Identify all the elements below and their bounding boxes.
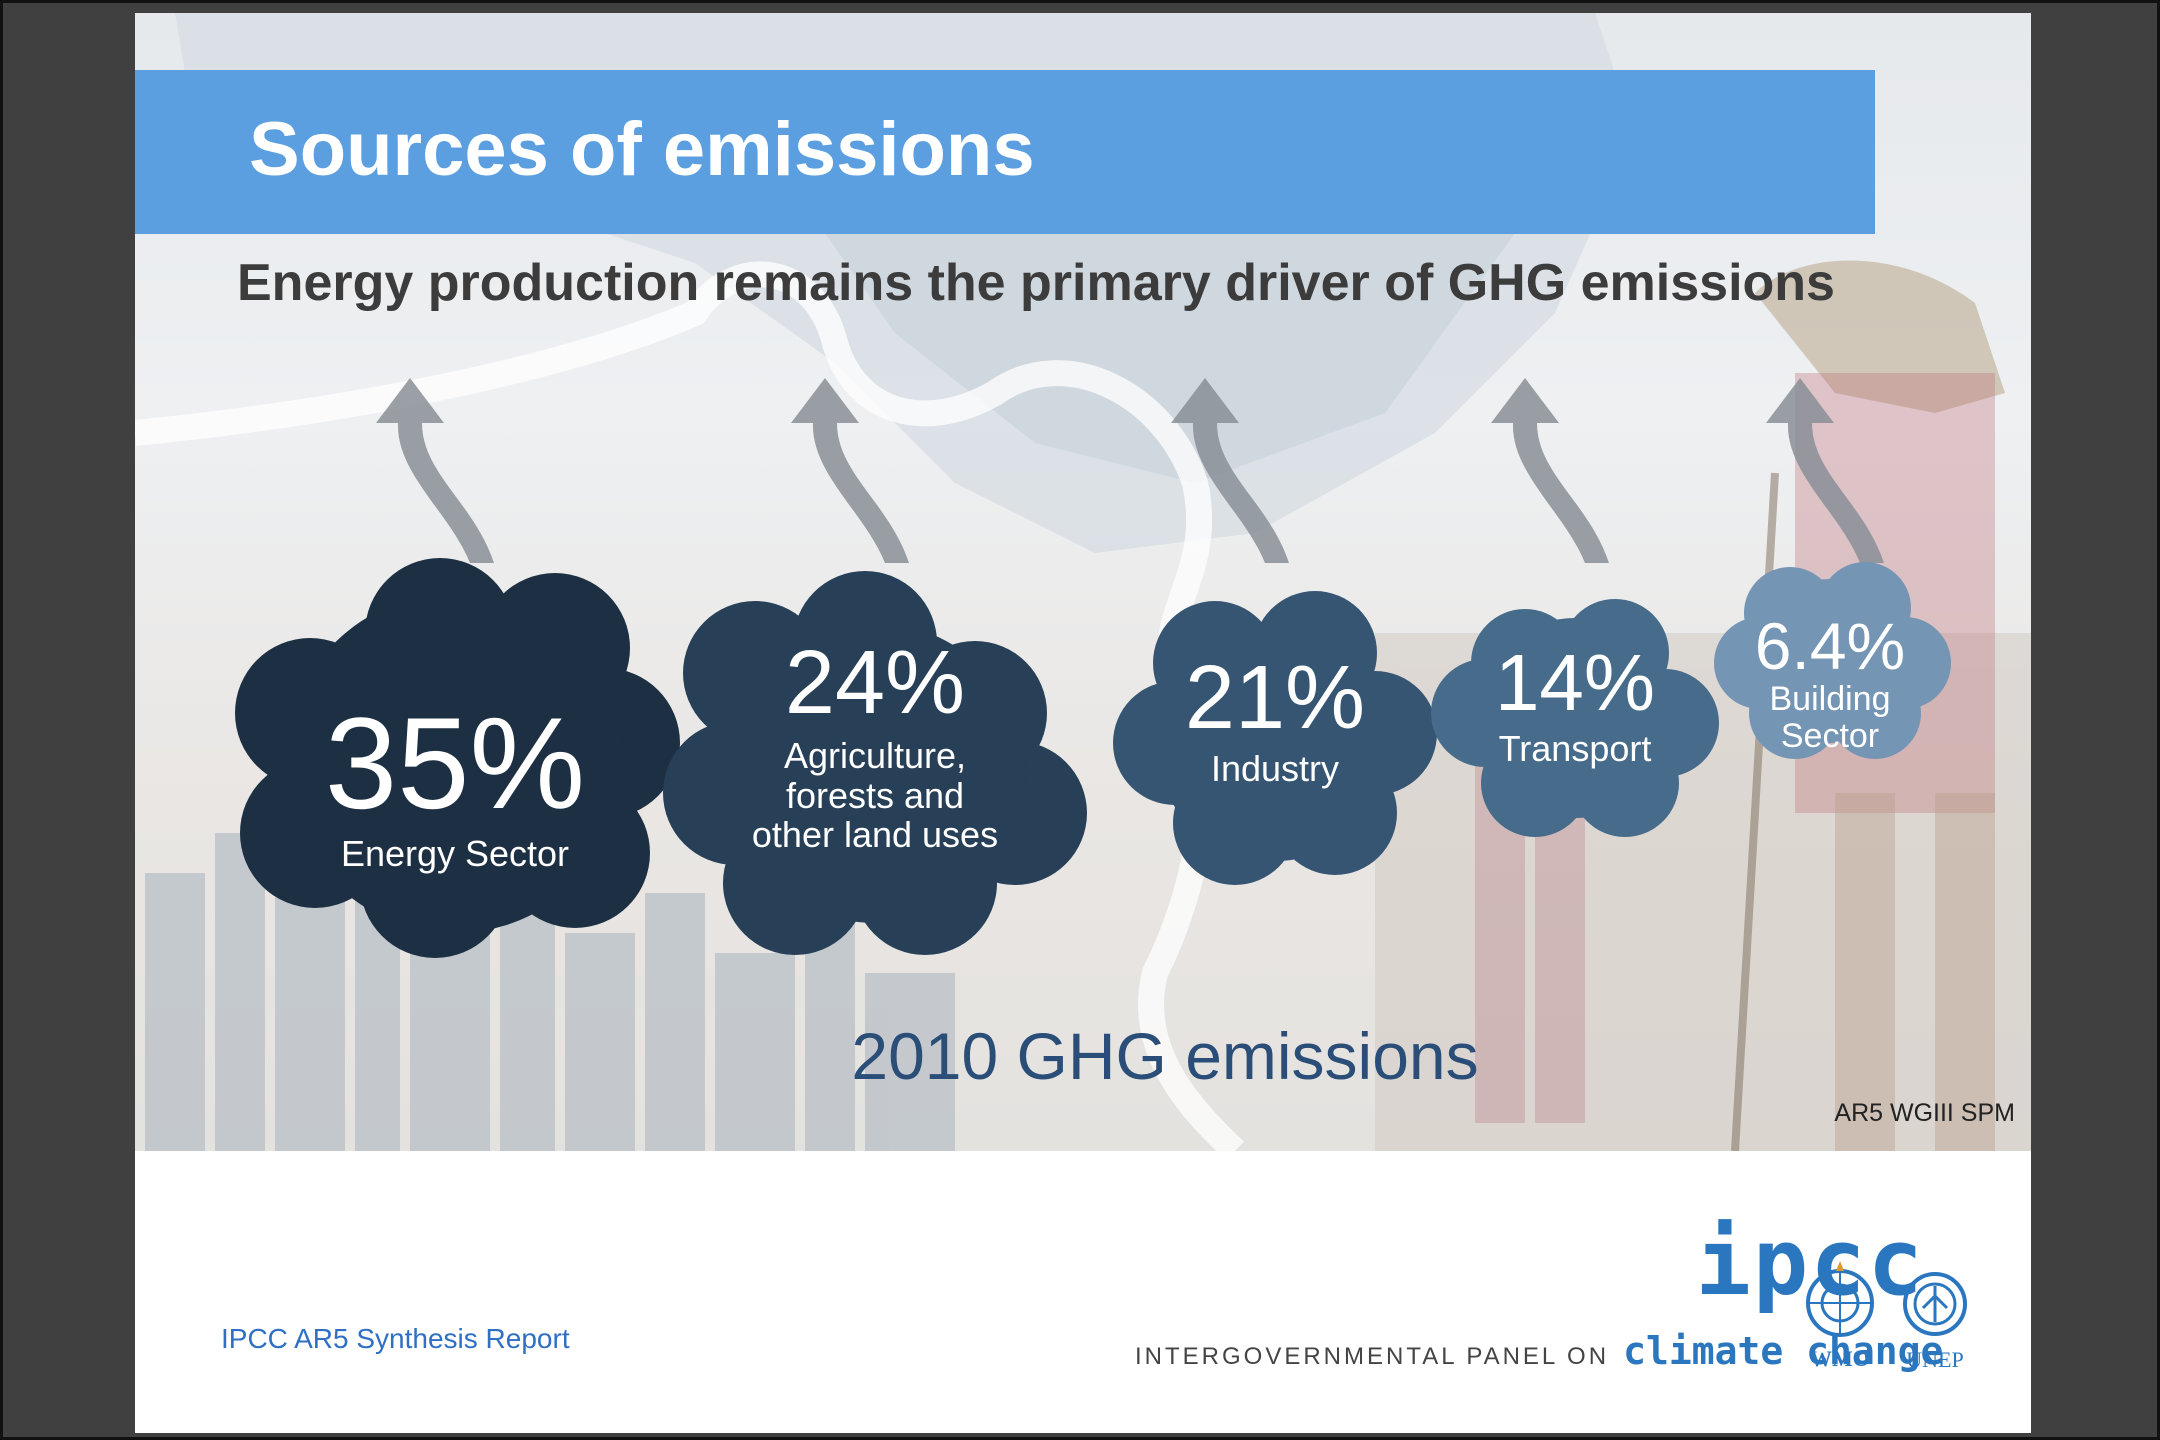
cloud-agriculture [663,571,1087,955]
sector-value: 21% [1184,648,1366,748]
slide-title: Sources of emissions [249,107,1035,192]
up-arrow-icon [1171,378,1289,563]
sector-label: Sector [1780,717,1880,756]
sector-label: Transport [1498,728,1652,769]
tagline-emphasis: climate change [1623,1329,1944,1373]
unep-logo: UNEP [1890,1268,1980,1373]
sector-label: Building [1769,680,1891,718]
cloud-energy-sector [235,558,680,958]
wmo-logo: WMO [1795,1261,1885,1372]
year-caption: 2010 GHG emissions [851,1019,1479,1093]
slide: Sources of emissions Energy production r… [135,13,2031,1433]
sector-agriculture: 24% Agriculture, forests and other land … [715,638,1035,855]
sector-transport: 14% Transport [1455,643,1695,769]
report-link[interactable]: IPCC AR5 Synthesis Report [221,1323,570,1354]
cloud-industry [1113,591,1437,885]
sector-value: 24% [784,633,966,733]
sector-label: other land uses [751,814,999,856]
sector-industry: 21% Industry [1135,653,1415,789]
unep-name: UNEP [1906,1347,1964,1372]
sector-energy: 35% Energy Sector [285,698,625,874]
sector-label: Agriculture, [783,735,967,776]
sector-label: Energy Sector [340,833,570,874]
cloud-transport [1431,599,1719,837]
up-arrow-icon [1766,378,1884,563]
sector-clouds [235,378,1951,958]
sector-value: 35% [324,690,586,836]
sector-label: forests and [785,774,965,816]
source-citation: AR5 WGIII SPM [1834,1099,2015,1127]
cloud-building [1714,562,1951,759]
sector-building: 6.4% Building Sector [1735,613,1925,756]
wmo-name: WMO [1810,1346,1870,1371]
wmo-emblem-icon [1806,1261,1874,1337]
sector-value: 14% [1494,638,1656,727]
slide-subtitle: Energy production remains the primary dr… [237,254,1835,312]
tagline-text: INTERGOVERNMENTAL PANEL ON [1135,1343,1610,1370]
title-bar: Sources of emissions [135,70,1875,234]
ipcc-tagline: INTERGOVERNMENTAL PANEL ON climate change [1135,1329,1943,1373]
up-arrow-icon [376,378,494,563]
up-arrow-icon [791,378,909,563]
sector-value: 6.4% [1754,609,1906,683]
unep-emblem-icon [1903,1272,1967,1336]
up-arrow-icon [1491,378,1609,563]
sector-label: Industry [1210,748,1340,789]
